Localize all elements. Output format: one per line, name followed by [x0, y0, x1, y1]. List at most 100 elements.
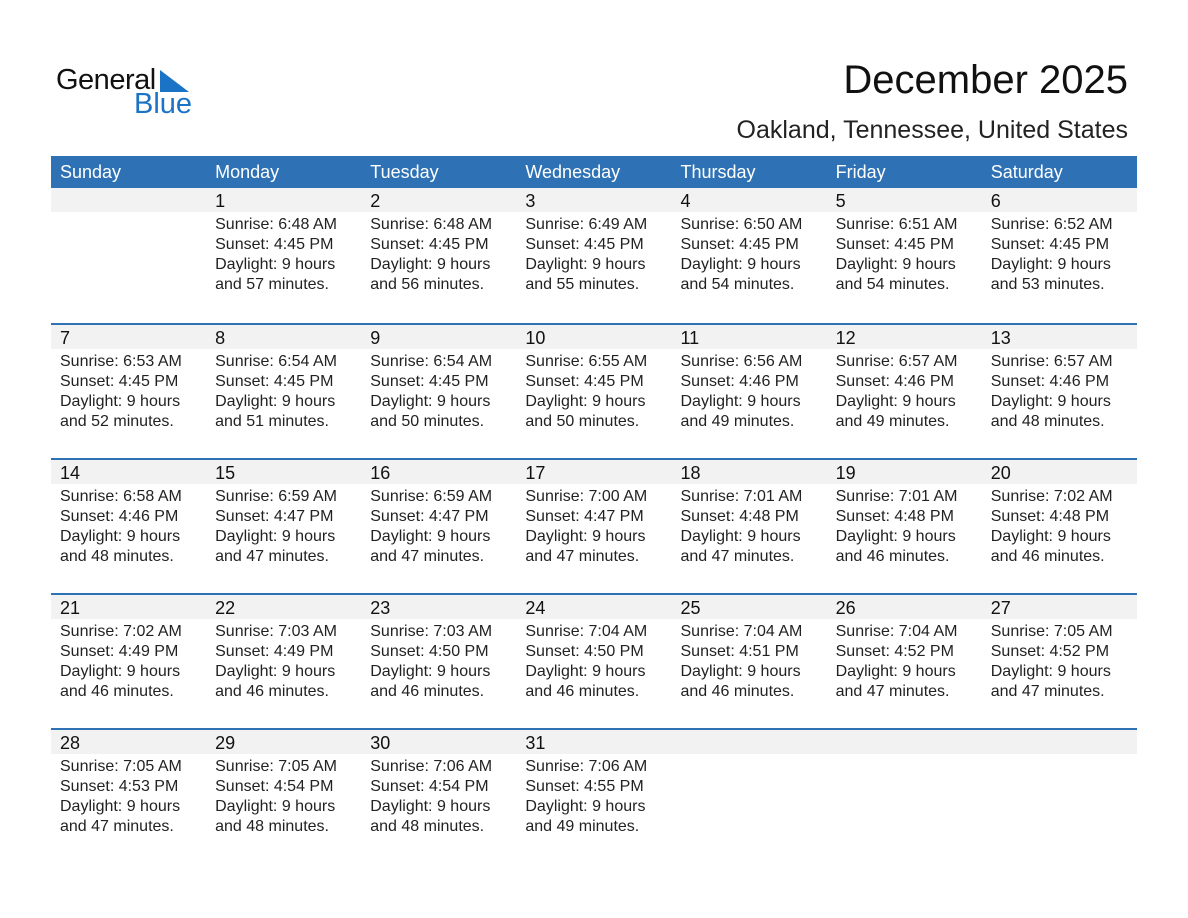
sunset-text: Sunset: 4:49 PM [60, 643, 179, 660]
sunrise-text: Sunrise: 7:02 AM [60, 623, 182, 640]
day-number: 22 [215, 598, 236, 618]
minutes-text: and 46 minutes. [60, 683, 174, 700]
day-cell: 18 Sunrise: 7:01 AM Sunset: 4:48 PM Dayligh… [672, 460, 827, 567]
day-number: 31 [525, 733, 546, 753]
day-number: 15 [215, 463, 236, 483]
weekday-saturday: Saturday [990, 162, 1063, 182]
sunset-text: Sunset: 4:48 PM [990, 508, 1110, 525]
day-cell: 5 Sunrise: 6:51 AM Sunset: 4:45 PM Daylight… [827, 188, 982, 295]
daylight-text: Daylight: 9 hours [525, 256, 646, 273]
daylight-text: Daylight: 9 hours [215, 663, 336, 680]
sunrise-text: Sunrise: 6:51 AM [835, 216, 958, 233]
day-number: 2 [370, 191, 381, 211]
calendar: Sunday Monday Tuesday Wednesday Thursday Frid… [51, 156, 1137, 863]
minutes-text: and 47 minutes. [680, 548, 795, 565]
minutes-text: and 55 minutes. [525, 276, 640, 293]
daylight-text: Daylight: 9 hours [990, 393, 1111, 410]
sunset-text: Sunset: 4:45 PM [525, 236, 644, 253]
week-row: 7 Sunrise: 6:53 AM Sunset: 4:45 PM Daylight… [51, 323, 1137, 458]
day-cell: 21 Sunrise: 7:02 AM Sunset: 4:49 PM Dayligh… [51, 595, 206, 702]
empty-day-cell [982, 730, 1137, 837]
sunset-text: Sunset: 4:53 PM [60, 778, 179, 795]
empty-day-cell [827, 730, 982, 837]
daylight-text: Daylight: 9 hours [60, 798, 181, 815]
sunrise-text: Sunrise: 6:48 AM [370, 216, 493, 233]
day-number: 29 [215, 733, 236, 753]
sunrise-text: Sunrise: 6:54 AM [215, 353, 337, 370]
weekday-sunday: Sunday [60, 162, 122, 182]
sunset-text: Sunset: 4:48 PM [680, 508, 799, 525]
sunset-text: Sunset: 4:47 PM [525, 508, 644, 525]
page-title: December 2025 [843, 58, 1128, 102]
daylight-text: Daylight: 9 hours [835, 663, 956, 680]
day-number: 7 [60, 328, 71, 348]
daylight-text: Daylight: 9 hours [835, 393, 956, 410]
sunrise-text: Sunrise: 6:49 AM [525, 216, 648, 233]
day-number: 5 [835, 191, 846, 211]
sunset-text: Sunset: 4:54 PM [215, 778, 334, 795]
day-cell: 25 Sunrise: 7:04 AM Sunset: 4:51 PM Dayligh… [672, 595, 827, 702]
day-cell: 27 Sunrise: 7:05 AM Sunset: 4:52 PM Dayligh… [982, 595, 1137, 702]
sunrise-text: Sunrise: 6:59 AM [370, 488, 493, 505]
day-number: 1 [215, 191, 226, 211]
minutes-text: and 46 minutes. [835, 548, 950, 565]
day-cell: 30 Sunrise: 7:06 AM Sunset: 4:54 PM Dayligh… [361, 730, 516, 837]
daylight-text: Daylight: 9 hours [680, 663, 801, 680]
day-number: 12 [835, 328, 856, 348]
sunset-text: Sunset: 4:55 PM [525, 778, 644, 795]
daylight-text: Daylight: 9 hours [990, 256, 1111, 273]
sunrise-text: Sunrise: 7:01 AM [680, 488, 803, 505]
sunrise-text: Sunrise: 7:06 AM [525, 758, 648, 775]
minutes-text: and 56 minutes. [370, 276, 485, 293]
day-number: 30 [370, 733, 391, 753]
daylight-text: Daylight: 9 hours [60, 393, 181, 410]
day-cell: 6 Sunrise: 6:52 AM Sunset: 4:45 PM Daylight… [982, 188, 1137, 295]
day-cell: 17 Sunrise: 7:00 AM Sunset: 4:47 PM Dayligh… [516, 460, 671, 567]
daylight-text: Daylight: 9 hours [215, 256, 336, 273]
day-cell: 28 Sunrise: 7:05 AM Sunset: 4:53 PM Dayligh… [51, 730, 206, 837]
sunrise-text: Sunrise: 7:03 AM [215, 623, 337, 640]
week-row: 21 Sunrise: 7:02 AM Sunset: 4:49 PM Dayligh… [51, 593, 1137, 728]
minutes-text: and 47 minutes. [990, 683, 1105, 700]
sunrise-text: Sunrise: 7:04 AM [680, 623, 803, 640]
day-cell: 31 Sunrise: 7:06 AM Sunset: 4:55 PM Dayligh… [516, 730, 671, 837]
sunrise-text: Sunrise: 7:04 AM [835, 623, 958, 640]
minutes-text: and 49 minutes. [680, 413, 795, 430]
day-cell: 22 Sunrise: 7:03 AM Sunset: 4:49 PM Dayligh… [206, 595, 361, 702]
day-cell: 7 Sunrise: 6:53 AM Sunset: 4:45 PM Daylight… [51, 325, 206, 432]
day-number: 27 [990, 598, 1011, 618]
empty-day-cell [51, 188, 206, 295]
day-number: 23 [370, 598, 391, 618]
day-cell: 3 Sunrise: 6:49 AM Sunset: 4:45 PM Daylight… [516, 188, 671, 295]
sunset-text: Sunset: 4:47 PM [370, 508, 489, 525]
daylight-text: Daylight: 9 hours [525, 393, 646, 410]
minutes-text: and 47 minutes. [60, 818, 174, 835]
weekday-wednesday: Wednesday [525, 162, 621, 182]
sunrise-text: Sunrise: 6:57 AM [835, 353, 958, 370]
minutes-text: and 57 minutes. [215, 276, 329, 293]
minutes-text: and 53 minutes. [990, 276, 1105, 293]
minutes-text: and 48 minutes. [370, 818, 485, 835]
daylight-text: Daylight: 9 hours [215, 528, 336, 545]
day-number: 9 [370, 328, 381, 348]
sunrise-text: Sunrise: 6:56 AM [680, 353, 803, 370]
minutes-text: and 48 minutes. [990, 413, 1105, 430]
day-cell: 13 Sunrise: 6:57 AM Sunset: 4:46 PM Dayligh… [982, 325, 1137, 432]
sunset-text: Sunset: 4:48 PM [835, 508, 954, 525]
sunset-text: Sunset: 4:45 PM [525, 373, 644, 390]
week-row: 14 Sunrise: 6:58 AM Sunset: 4:46 PM Dayligh… [51, 458, 1137, 593]
day-cell: 1 Sunrise: 6:48 AM Sunset: 4:45 PM Daylight… [206, 188, 361, 295]
day-number: 10 [525, 328, 546, 348]
weekday-friday: Friday [835, 162, 886, 182]
daylight-text: Daylight: 9 hours [525, 798, 646, 815]
logo: General Blue [56, 64, 196, 120]
day-number: 25 [680, 598, 701, 618]
day-cell: 12 Sunrise: 6:57 AM Sunset: 4:46 PM Dayligh… [827, 325, 982, 432]
sunset-text: Sunset: 4:46 PM [990, 373, 1110, 390]
day-number: 24 [525, 598, 546, 618]
date-band [51, 325, 1137, 349]
daylight-text: Daylight: 9 hours [370, 256, 491, 273]
sunrise-text: Sunrise: 7:05 AM [60, 758, 182, 775]
sunrise-text: Sunrise: 7:05 AM [215, 758, 337, 775]
date-band [51, 595, 1137, 619]
